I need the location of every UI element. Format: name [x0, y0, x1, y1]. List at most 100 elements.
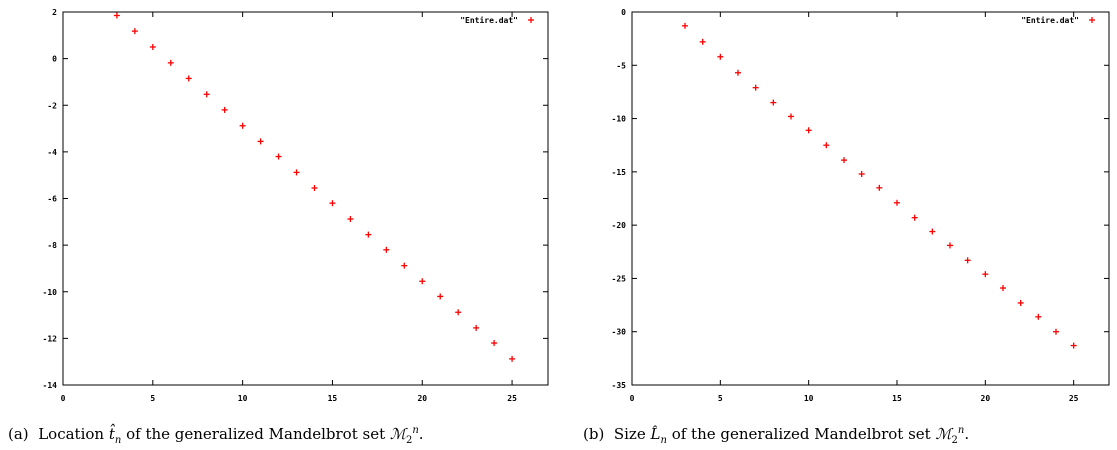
caption-a: (a) Location t̂n of the generalized Mand…	[8, 425, 424, 446]
chart-b-xtick-label: 25	[1069, 394, 1079, 403]
chart-a-xtick-label: 0	[61, 394, 66, 403]
chart-b-ytick-label: -25	[612, 274, 627, 283]
chart-b-point	[805, 127, 812, 134]
chart-a-point	[239, 122, 246, 129]
chart-a-point	[365, 231, 372, 238]
chart-b-point	[1035, 313, 1042, 320]
chart-b-ytick-label: -10	[612, 115, 627, 124]
chart-b-point	[770, 99, 777, 106]
chart-b-point	[1053, 328, 1059, 335]
caption-a-set-sup: n	[412, 425, 419, 436]
chart-a-ytick-label: -12	[43, 334, 58, 343]
caption-b-symbol: L̂	[650, 425, 661, 443]
chart-a-legend-label: "Entire.dat"	[460, 15, 518, 25]
chart-b-point	[1070, 342, 1077, 349]
caption-a-set: ℳ	[389, 425, 406, 443]
chart-a-point	[491, 340, 498, 347]
chart-a-xtick-label: 10	[238, 394, 248, 403]
chart-a-point	[113, 12, 120, 19]
chart-a-point	[185, 75, 192, 82]
caption-a-end: .	[418, 425, 424, 443]
chart-a-ytick-label: -4	[47, 148, 57, 157]
chart-b-point	[947, 242, 953, 249]
caption-a-label: (a)	[8, 425, 29, 443]
chart-a-point	[383, 246, 390, 253]
chart-b-ytick-label: -20	[612, 221, 627, 230]
caption-a-symbol-sub: n	[114, 435, 122, 446]
chart-a-point	[509, 355, 516, 362]
chart-b-point	[682, 22, 688, 29]
caption-b-set-sub: 2	[951, 435, 958, 446]
chart-b-point	[929, 228, 936, 235]
chart-b-xtick-label: 5	[718, 394, 723, 403]
chart-a-point	[437, 293, 444, 300]
chart-a-ytick-label: 0	[52, 55, 57, 64]
caption-b-text-before: Size	[613, 425, 646, 443]
chart-a-ytick-label: -8	[47, 241, 57, 250]
chart-a-point	[293, 169, 300, 176]
chart-a-point	[221, 106, 228, 113]
chart-b-point	[699, 38, 706, 45]
chart-b-point	[823, 142, 830, 149]
caption-b-end: .	[964, 425, 970, 443]
chart-a-ytick-label: -10	[43, 288, 58, 297]
chart-b-point	[894, 199, 900, 206]
chart-a-point	[257, 138, 264, 145]
chart-b-ytick-label: -35	[612, 381, 627, 390]
chart-b-xtick-label: 0	[630, 394, 635, 403]
chart-b-point	[1017, 299, 1024, 306]
chart-a-ytick-label: 2	[52, 8, 57, 17]
chart-a-xtick-label: 15	[328, 394, 338, 403]
chart-b-ytick-label: -15	[612, 168, 627, 177]
caption-b-set-sup: n	[957, 425, 965, 436]
chart-a-point	[203, 91, 210, 98]
chart-b-point	[717, 53, 724, 60]
chart-b-point	[911, 214, 918, 221]
chart-b-legend-label: "Entire.dat"	[1021, 15, 1079, 25]
chart-a-point	[167, 59, 174, 66]
chart-a-xtick-label: 5	[150, 394, 155, 403]
chart-b-xtick-label: 10	[804, 394, 814, 403]
caption-a-symbol: t̂	[108, 425, 115, 443]
chart-b-legend-marker	[1089, 17, 1095, 23]
chart-b-point	[841, 157, 847, 164]
chart-a-point	[401, 262, 408, 269]
chart-b-point	[1000, 285, 1006, 292]
caption-b-label: (b)	[583, 425, 605, 443]
chart-b-point	[858, 170, 865, 177]
caption-a-text-after: of the generalized Mandelbrot set	[126, 425, 386, 443]
chart-location: 0 5 10 15 20 2520-2-4-6-8-10-12-14"Entire.dat…	[43, 8, 549, 403]
caption-b: (b) Size L̂n of the generalized Mandelbr…	[583, 425, 969, 446]
caption-b-text-after: of the generalized Mandelbrot set	[671, 425, 931, 443]
chart-size: 0 5 10 15 20 25 0 -5 -10 -15 -20 -25 -30 -35 "Entire.d…	[612, 8, 1110, 403]
chart-b-point	[982, 271, 989, 278]
chart-a-point	[275, 153, 282, 160]
chart-b-xtick-label: 15	[892, 394, 902, 403]
chart-a-ytick-label: -6	[47, 195, 57, 204]
chart-a-point	[455, 309, 462, 316]
chart-a-point	[329, 200, 336, 207]
chart-a-point	[149, 43, 156, 50]
caption-b-symbol-sub: n	[660, 435, 667, 446]
chart-b-point	[735, 69, 741, 76]
chart-b-plot-frame	[631, 11, 1110, 386]
chart-a-point	[419, 278, 426, 285]
chart-a-point	[311, 185, 318, 192]
chart-a-ytick-label: -2	[47, 101, 57, 110]
caption-a-text-before: Location	[38, 425, 105, 443]
chart-b-point	[788, 113, 794, 120]
chart-b-ytick-label: -5	[616, 61, 626, 70]
chart-b-ytick-label: -30	[612, 328, 627, 337]
chart-a-point	[347, 216, 354, 223]
chart-a-point	[131, 28, 138, 35]
chart-b-xtick-label: 20	[981, 394, 991, 403]
chart-a-legend-marker	[528, 17, 534, 23]
chart-b-ytick-label: 0	[621, 8, 626, 17]
caption-b-set: ℳ	[935, 425, 952, 443]
chart-b-point	[876, 184, 883, 191]
caption-a-set-sub: 2	[405, 435, 413, 446]
chart-a-xtick-label: 25	[507, 394, 517, 403]
chart-a-xtick-label: 20	[417, 394, 427, 403]
chart-a-point	[473, 324, 480, 331]
chart-b-point	[964, 257, 971, 264]
